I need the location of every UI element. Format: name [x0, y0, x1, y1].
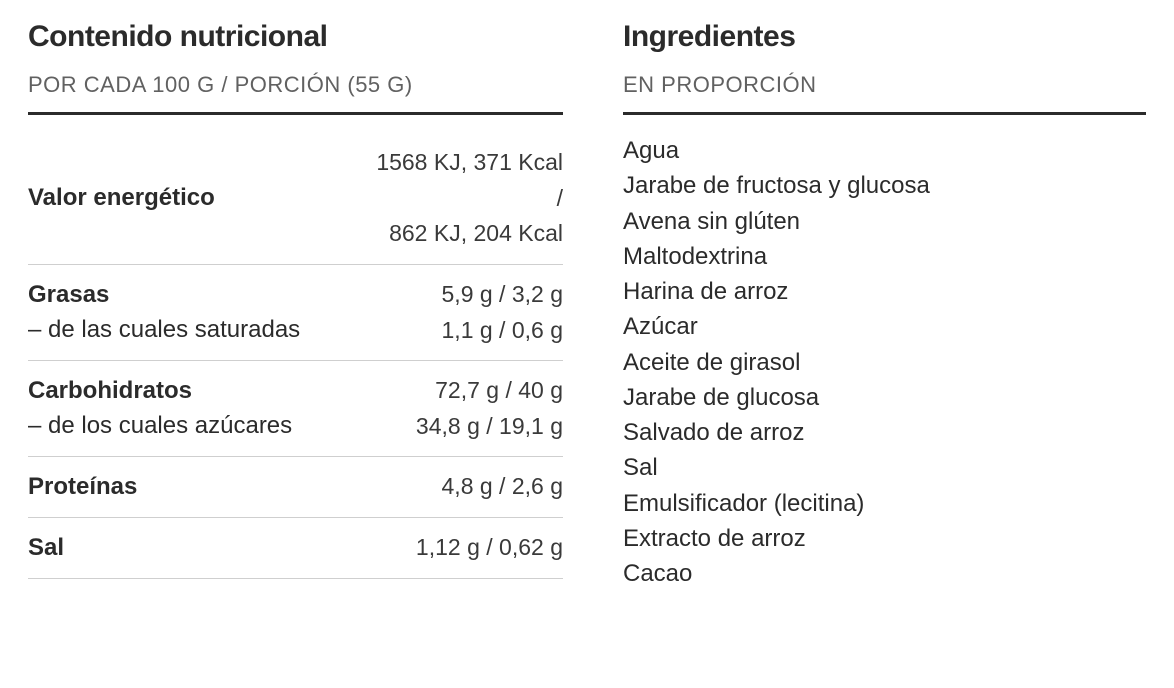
nutrition-row: Valor energético 1568 KJ, 371 Kcal / 862 …: [28, 133, 563, 265]
nutrition-value: 4,8 g / 2,6 g: [442, 469, 563, 505]
ingredient-item: Emulsificador (lecitina): [623, 486, 1146, 521]
nutrition-label-sub: – de las cuales saturadas: [28, 313, 300, 348]
ingredient-item: Jarabe de glucosa: [623, 380, 1146, 415]
ingredients-rule: [623, 112, 1146, 115]
nutrition-subtitle: POR CADA 100 G / PORCIÓN (55 G): [28, 72, 563, 98]
ingredients-list: AguaJarabe de fructosa y glucosaAvena si…: [623, 133, 1146, 591]
nutrition-label-main: Grasas: [28, 281, 109, 308]
nutrition-value: 5,9 g / 3,2 g 1,1 g / 0,6 g: [442, 277, 563, 348]
nutrition-table: Valor energético 1568 KJ, 371 Kcal / 862 …: [28, 133, 563, 579]
nutrition-label-main: Sal: [28, 534, 64, 561]
nutrition-value: 72,7 g / 40 g 34,8 g / 19,1 g: [416, 373, 563, 444]
ingredient-item: Extracto de arroz: [623, 521, 1146, 556]
ingredient-item: Harina de arroz: [623, 274, 1146, 309]
nutrition-label: Proteínas: [28, 470, 137, 505]
nutrition-label: Valor energético: [28, 181, 215, 216]
nutrition-title: Contenido nutricional: [28, 20, 563, 54]
ingredients-title: Ingredientes: [623, 20, 1146, 54]
ingredient-item: Avena sin glúten: [623, 204, 1146, 239]
ingredient-item: Maltodextrina: [623, 239, 1146, 274]
ingredient-item: Aceite de girasol: [623, 345, 1146, 380]
nutrition-label-main: Proteínas: [28, 473, 137, 500]
nutrition-row: Sal 1,12 g / 0,62 g: [28, 518, 563, 579]
ingredient-item: Sal: [623, 450, 1146, 485]
content-wrap: Contenido nutricional POR CADA 100 G / P…: [28, 20, 1146, 591]
nutrition-row: Carbohidratos – de los cuales azúcares 72,…: [28, 361, 563, 457]
ingredient-item: Azúcar: [623, 309, 1146, 344]
nutrition-label: Carbohidratos – de los cuales azúcares: [28, 374, 292, 444]
ingredient-item: Jarabe de fructosa y glucosa: [623, 168, 1146, 203]
ingredient-item: Cacao: [623, 556, 1146, 591]
nutrition-value: 1,12 g / 0,62 g: [416, 530, 563, 566]
nutrition-label: Grasas – de las cuales saturadas: [28, 278, 300, 348]
nutrition-value: 1568 KJ, 371 Kcal / 862 KJ, 204 Kcal: [376, 145, 563, 252]
nutrition-label-main: Carbohidratos: [28, 377, 192, 404]
nutrition-row: Grasas – de las cuales saturadas 5,9 g / 3…: [28, 265, 563, 361]
ingredient-item: Agua: [623, 133, 1146, 168]
nutrition-label-main: Valor energético: [28, 184, 215, 211]
ingredients-column: Ingredientes EN PROPORCIÓN AguaJarabe de…: [623, 20, 1146, 591]
nutrition-column: Contenido nutricional POR CADA 100 G / P…: [28, 20, 563, 591]
nutrition-label: Sal: [28, 531, 64, 566]
nutrition-row: Proteínas 4,8 g / 2,6 g: [28, 457, 563, 518]
nutrition-label-sub: – de los cuales azúcares: [28, 409, 292, 444]
nutrition-rule: [28, 112, 563, 115]
ingredients-subtitle: EN PROPORCIÓN: [623, 72, 1146, 98]
ingredient-item: Salvado de arroz: [623, 415, 1146, 450]
